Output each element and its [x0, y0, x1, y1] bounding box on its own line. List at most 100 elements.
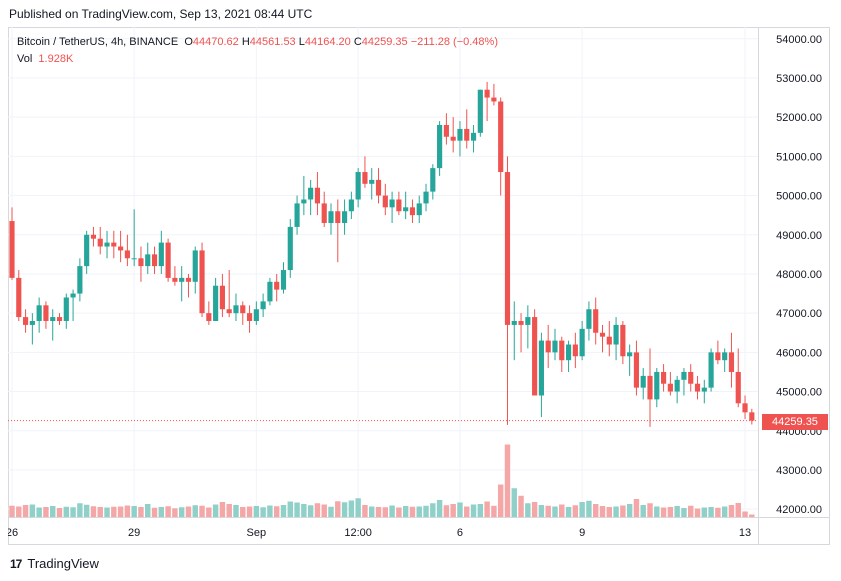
volume-bar	[321, 504, 327, 517]
volume-bar	[50, 506, 56, 517]
volume-bar	[518, 495, 524, 517]
candle-body	[138, 258, 144, 267]
candle-body	[437, 125, 443, 169]
legend-volume-row: Vol 1.928K	[17, 51, 498, 68]
volume-bar	[369, 506, 375, 517]
candle-body	[362, 172, 368, 184]
volume-bar	[260, 507, 266, 517]
volume-bar	[694, 508, 701, 517]
candle-body	[97, 238, 103, 247]
volume-bar	[715, 507, 721, 517]
volume-bar	[606, 507, 612, 517]
volume-bar	[273, 506, 280, 517]
chart-legend: Bitcoin / TetherUS, 4h, BINANCE O44470.6…	[17, 34, 498, 68]
volume-bar	[172, 508, 178, 517]
x-tick-label: 12:00	[344, 527, 372, 539]
volume-bar	[56, 508, 63, 517]
y-tick-label: 51000.00	[776, 151, 822, 163]
volume-bar	[688, 505, 694, 517]
volume-bar	[613, 506, 619, 517]
volume-bar	[599, 506, 606, 517]
y-tick-label: 53000.00	[776, 73, 822, 85]
volume-bar	[199, 505, 205, 517]
candle-body	[246, 313, 253, 321]
volume-bar	[497, 484, 504, 517]
volume-bar	[16, 506, 22, 517]
volume-bar	[246, 506, 253, 517]
candle-body	[409, 207, 416, 216]
volume-bar	[667, 507, 674, 517]
footer-branding: 17 TradingView	[10, 556, 99, 571]
volume-bar	[97, 507, 103, 517]
candle-body	[749, 412, 755, 421]
candle-body	[728, 352, 735, 372]
candle-body	[63, 297, 69, 321]
candle-body	[219, 285, 225, 310]
y-tick-label: 49000.00	[776, 230, 822, 242]
x-tick-label: 26	[8, 527, 18, 539]
volume-bar	[294, 502, 300, 517]
candle-body	[464, 128, 470, 141]
legend-vol-label: Vol	[17, 53, 33, 65]
volume-bar	[29, 504, 36, 517]
volume-bar	[409, 506, 416, 517]
candle-body	[328, 211, 334, 223]
candle-body	[620, 324, 626, 357]
volume-bar	[660, 507, 667, 517]
candle-body	[525, 317, 531, 325]
volume-bar	[63, 506, 70, 517]
volume-bar	[83, 504, 90, 517]
volume-bar	[375, 507, 382, 517]
candle-body	[369, 179, 375, 184]
volume-bar	[22, 505, 29, 517]
candle-body	[77, 266, 83, 294]
volume-bar	[721, 506, 728, 517]
candle-body	[518, 321, 524, 325]
volume-bar	[538, 505, 545, 517]
volume-bar	[640, 505, 646, 517]
candle-body	[708, 352, 714, 388]
candle-body	[633, 352, 640, 388]
volume-bar	[545, 505, 551, 517]
candle-body	[199, 250, 205, 314]
y-tick-label: 46000.00	[776, 347, 822, 359]
footer-brand-text: TradingView	[27, 556, 99, 571]
x-tick-label: 9	[579, 527, 585, 539]
y-tick-label: 50000.00	[776, 191, 822, 203]
candle-body	[206, 313, 212, 321]
candle-body	[111, 242, 117, 247]
volume-bar	[701, 507, 708, 517]
candle-body	[233, 305, 239, 314]
candle-body	[545, 340, 551, 353]
candle-body	[477, 89, 483, 133]
candle-body	[172, 277, 178, 282]
volume-bar	[104, 507, 110, 517]
volume-bar	[111, 506, 117, 517]
candle-body	[9, 221, 15, 278]
candle-body	[667, 383, 673, 392]
price-chart[interactable]: 54000.00 53000.00 52000.00 51000.00 50000.00…	[8, 27, 830, 545]
volume-bar	[158, 507, 165, 517]
candle-body	[179, 277, 185, 282]
candle-body	[674, 379, 680, 392]
volume-bar	[559, 504, 565, 517]
candle-body	[396, 199, 402, 212]
legend-ohlc-row: Bitcoin / TetherUS, 4h, BINANCE O44470.6…	[17, 34, 498, 51]
candle-body	[552, 340, 558, 353]
y-tick-label: 47000.00	[776, 308, 822, 320]
volume-bar	[307, 505, 314, 517]
last-price-label: 44259.35	[762, 414, 828, 430]
candle-body	[654, 371, 660, 400]
candle-body	[593, 309, 599, 333]
candle-body	[335, 211, 341, 223]
candle-body	[56, 317, 63, 321]
candle-body	[36, 305, 42, 321]
y-tick-label: 42000.00	[776, 504, 822, 516]
candle-body	[532, 317, 538, 396]
volume-bar	[572, 505, 579, 517]
candle-body	[688, 371, 694, 384]
candle-body	[104, 242, 110, 247]
volume-bar	[151, 507, 158, 517]
candle-body	[253, 309, 259, 321]
chart-frame	[8, 27, 830, 545]
